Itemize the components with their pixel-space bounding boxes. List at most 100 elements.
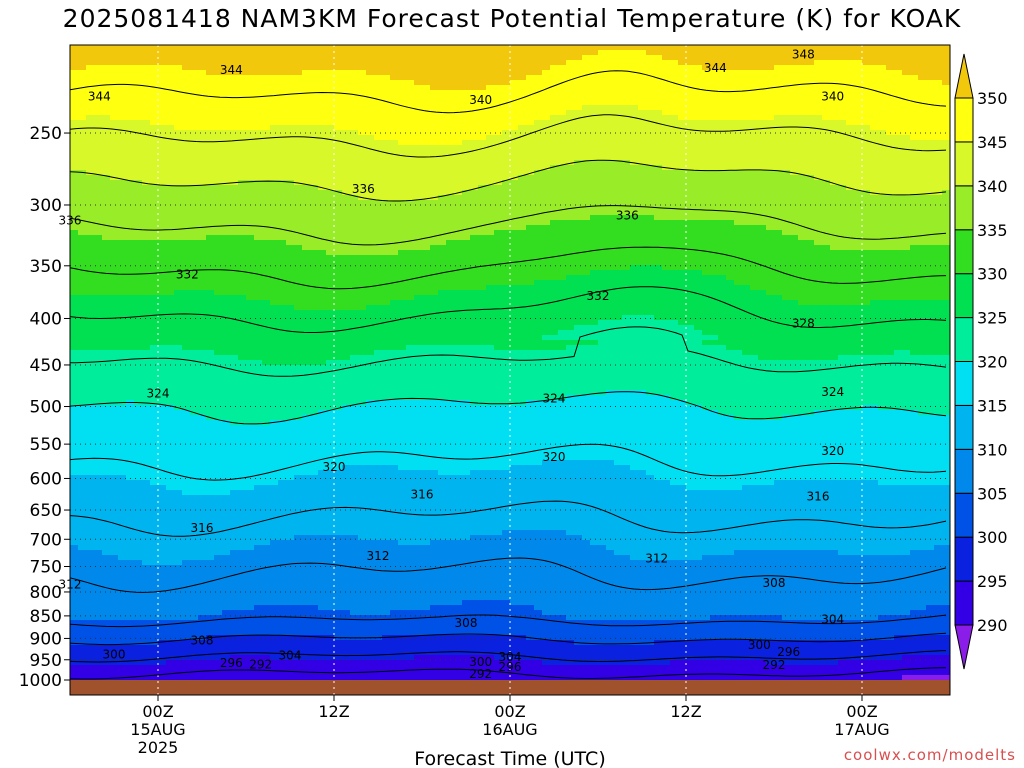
fill-cell <box>238 155 247 161</box>
fill-cell <box>478 55 487 61</box>
fill-cell <box>862 165 871 171</box>
fill-cell <box>446 70 455 76</box>
fill-cell <box>278 255 287 261</box>
fill-cell <box>526 215 535 221</box>
fill-cell <box>830 75 839 81</box>
fill-cell <box>894 160 903 166</box>
fill-cell <box>918 80 927 86</box>
fill-cell <box>390 230 399 236</box>
fill-cell <box>278 115 287 121</box>
fill-cell <box>278 180 287 186</box>
fill-cell <box>422 85 431 91</box>
fill-cell <box>398 70 407 76</box>
fill-cell <box>926 180 935 186</box>
fill-cell <box>918 190 927 196</box>
fill-cell <box>798 195 807 201</box>
fill-cell <box>622 165 631 171</box>
fill-cell <box>614 235 623 241</box>
fill-cell <box>550 175 559 181</box>
fill-cell <box>278 230 287 236</box>
fill-cell <box>846 230 855 236</box>
fill-cell <box>94 135 103 141</box>
fill-cell <box>366 160 375 166</box>
fill-cell <box>894 125 903 131</box>
fill-cell <box>614 60 623 66</box>
fill-cell <box>758 230 767 236</box>
fill-cell <box>462 165 471 171</box>
fill-cell <box>142 190 151 196</box>
fill-cell <box>846 240 855 246</box>
fill-cell <box>134 155 143 161</box>
fill-cell <box>766 240 775 246</box>
fill-cell <box>678 75 687 81</box>
fill-cell <box>614 90 623 96</box>
fill-cell <box>478 75 487 81</box>
fill-cell <box>838 145 847 151</box>
fill-cell <box>670 265 679 271</box>
fill-cell <box>294 65 303 71</box>
fill-cell <box>158 145 167 151</box>
fill-cell <box>942 70 950 76</box>
fill-cell <box>806 195 815 201</box>
fill-cell <box>606 85 615 91</box>
fill-cell <box>542 245 551 251</box>
fill-cell <box>510 260 519 266</box>
fill-cell <box>726 260 735 266</box>
fill-cell <box>142 110 151 116</box>
fill-cell <box>646 105 655 111</box>
fill-cell <box>598 170 607 176</box>
fill-cell <box>846 170 855 176</box>
fill-cell <box>350 90 359 96</box>
fill-cell <box>238 120 247 126</box>
fill-cell <box>262 125 271 131</box>
fill-cell <box>926 230 935 236</box>
fill-cell <box>614 195 623 201</box>
fill-cell <box>134 90 143 96</box>
fill-cell <box>742 120 751 126</box>
fill-cell <box>806 220 815 226</box>
fill-cell <box>878 45 887 51</box>
fill-cell <box>342 170 351 176</box>
fill-cell <box>470 85 479 91</box>
fill-cell <box>486 140 495 146</box>
fill-cell <box>238 125 247 131</box>
fill-cell <box>566 200 575 206</box>
fill-cell <box>326 185 335 191</box>
fill-cell <box>150 95 159 101</box>
fill-cell <box>222 135 231 141</box>
fill-cell <box>478 70 487 76</box>
fill-cell <box>150 90 159 96</box>
fill-cell <box>790 85 799 91</box>
fill-cell <box>854 260 863 266</box>
fill-cell <box>102 155 111 161</box>
fill-cell <box>462 100 471 106</box>
fill-cell <box>558 45 567 51</box>
fill-cell <box>254 65 263 71</box>
fill-cell <box>478 170 487 176</box>
fill-cell <box>670 215 679 221</box>
fill-cell <box>790 225 799 231</box>
fill-cell <box>102 260 111 266</box>
fill-cell <box>310 245 319 251</box>
fill-cell <box>262 210 271 216</box>
fill-cell <box>150 165 159 171</box>
fill-cell <box>558 205 567 211</box>
fill-cell <box>806 55 815 61</box>
fill-cell <box>294 120 303 126</box>
fill-cell <box>230 100 239 106</box>
fill-cell <box>294 60 303 66</box>
fill-cell <box>326 115 335 121</box>
fill-cell <box>462 245 471 251</box>
fill-cell <box>430 155 439 161</box>
fill-cell <box>94 205 103 211</box>
fill-cell <box>718 240 727 246</box>
fill-cell <box>862 225 871 231</box>
fill-cell <box>870 205 879 211</box>
fill-cell <box>862 85 871 91</box>
fill-cell <box>654 195 663 201</box>
fill-cell <box>814 120 823 126</box>
fill-cell <box>294 245 303 251</box>
fill-cell <box>294 75 303 81</box>
fill-cell <box>70 95 79 101</box>
fill-cell <box>742 240 751 246</box>
